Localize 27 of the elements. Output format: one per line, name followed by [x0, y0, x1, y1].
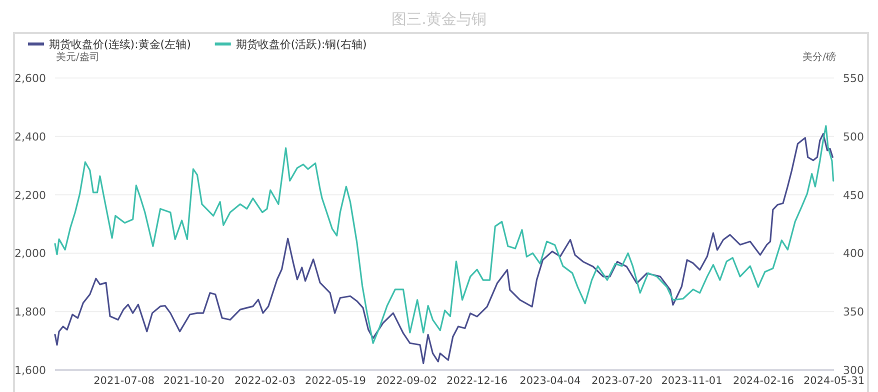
y2-tick-label: 300 — [843, 364, 864, 377]
y-tick-label: 1,800 — [14, 306, 46, 319]
y-tick-label: 2,600 — [14, 72, 46, 85]
x-tick-label: 2021-07-08 — [94, 375, 155, 387]
y2-tick-label: 350 — [843, 306, 864, 319]
x-tick-label: 2022-12-16 — [446, 375, 508, 387]
y-tick-label: 2,200 — [14, 188, 46, 202]
x-tick-label: 2021-10-20 — [163, 375, 224, 387]
x-tick-label: 2023-04-04 — [520, 375, 582, 387]
y-tick-label: 2,400 — [14, 130, 46, 144]
legend-label: 期货收盘价(连续):黄金(左轴) — [49, 38, 191, 51]
y-axis-title: 美元/盎司 — [56, 51, 100, 63]
x-tick-label: 2022-05-19 — [304, 375, 366, 387]
x-tick-label: 2022-02-03 — [234, 375, 296, 387]
y-tick-label: 2,000 — [14, 247, 46, 260]
y2-tick-label: 500 — [843, 130, 864, 144]
y2-tick-label: 400 — [843, 247, 864, 260]
x-tick-label: 2023-11-01 — [661, 375, 722, 387]
legend-label: 期货收盘价(活跃):铜(右轴) — [236, 38, 367, 51]
x-tick-label: 2024-05-31 — [803, 375, 865, 387]
y2-axis-title: 美分/磅 — [802, 51, 836, 63]
x-tick-label: 2022-09-02 — [376, 375, 438, 387]
x-tick-label: 2024-02-16 — [733, 375, 794, 387]
y2-tick-label: 550 — [843, 72, 864, 85]
y2-tick-label: 450 — [843, 188, 864, 202]
x-tick-label: 2023-07-20 — [591, 375, 652, 387]
y-tick-label: 1,600 — [14, 364, 46, 377]
